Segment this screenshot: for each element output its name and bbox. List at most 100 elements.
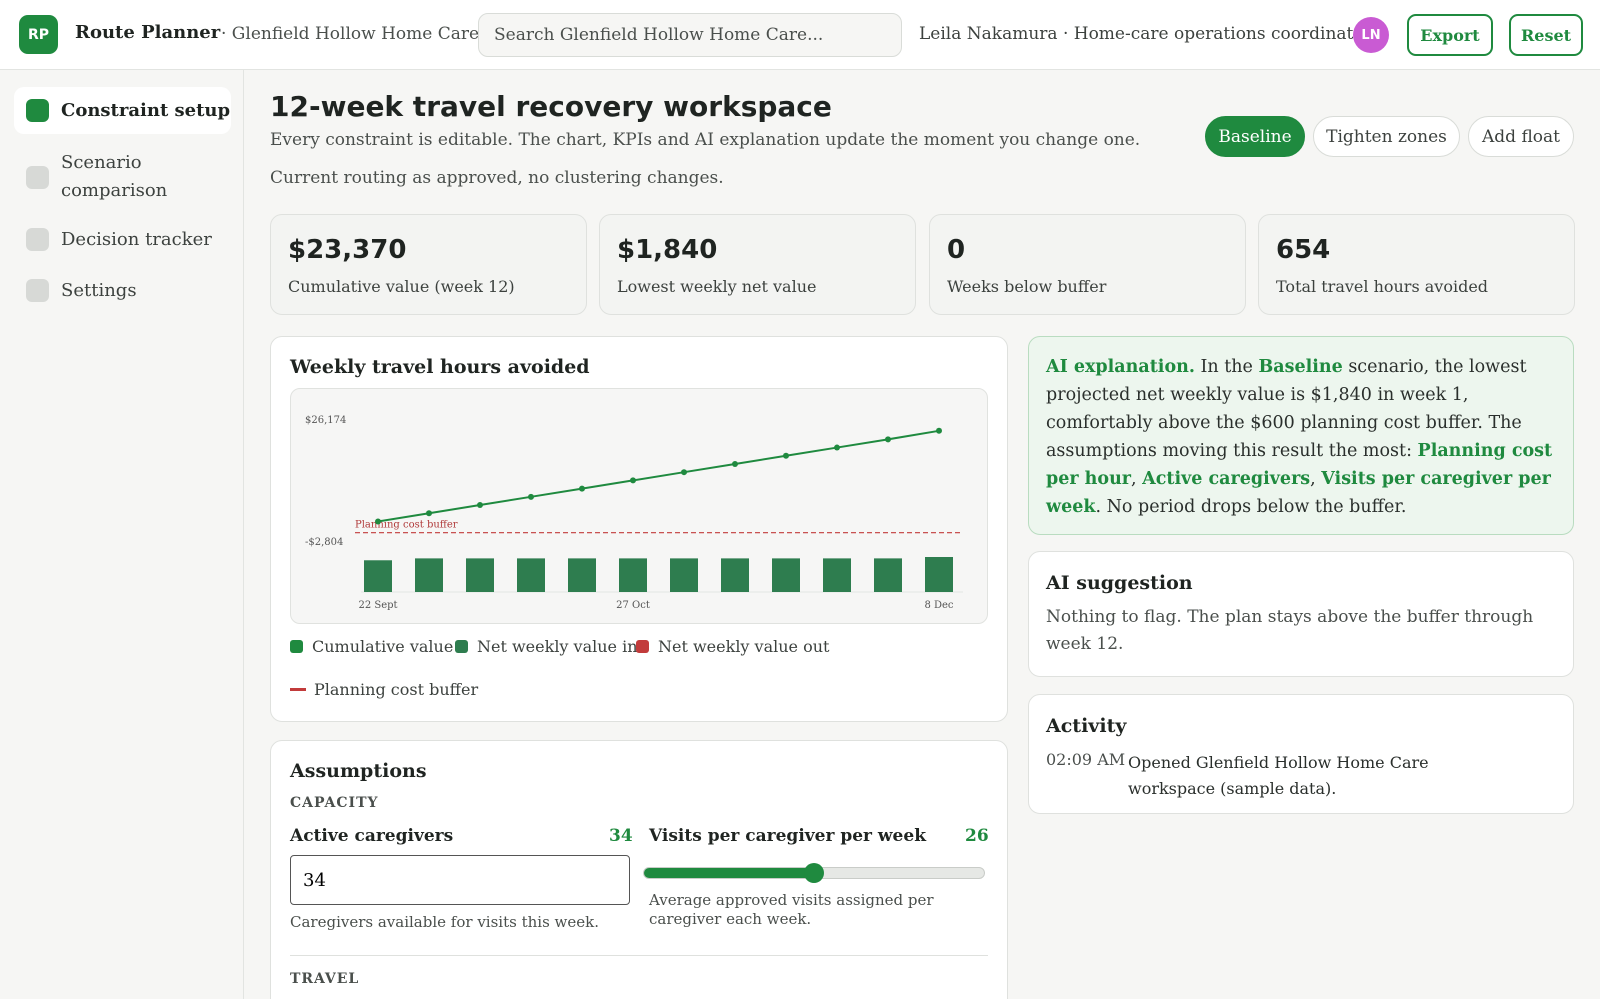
kpi-label: Lowest weekly net value — [617, 277, 817, 296]
ai-explanation-lead: AI explanation. — [1046, 357, 1195, 377]
cumulative-point — [783, 452, 789, 459]
legend-net-out: Net weekly value out — [636, 637, 829, 656]
slider-fill — [644, 868, 814, 878]
y-tick-label: -$2,804 — [305, 537, 343, 548]
kpi-card: $23,370 Cumulative value (week 12) — [270, 214, 587, 315]
x-tick-label: 22 Sept — [358, 600, 397, 611]
active-caregivers-help: Caregivers available for visits this wee… — [290, 913, 599, 931]
legend-label: Planning cost buffer — [314, 680, 479, 699]
bar-net-weekly-in — [721, 558, 749, 592]
ai-text-segment: scenario, the lowest projected net weekl… — [1046, 357, 1527, 461]
activity-text: Opened Glenfield Hollow Home Care worksp… — [1128, 753, 1429, 798]
bar-net-weekly-in — [415, 558, 443, 592]
bar-net-weekly-in — [823, 558, 851, 592]
assumptions-card: Assumptions CAPACITY Active caregivers 3… — [270, 740, 1008, 999]
ai-text-segment: . No period drops below the buffer. — [1095, 497, 1407, 517]
sidebar-item-decision-tracker[interactable]: Decision tracker — [14, 216, 231, 263]
reset-button[interactable]: Reset — [1509, 14, 1583, 56]
bar-net-weekly-in — [517, 558, 545, 592]
legend-swatch — [636, 640, 649, 653]
kpi-label: Total travel hours avoided — [1276, 277, 1489, 296]
page-subtitle: Every constraint is editable. The chart,… — [270, 130, 1141, 150]
sidebar: Constraint setup Scenario comparison Dec… — [0, 70, 244, 999]
ai-text-segment: , — [1310, 469, 1322, 489]
cumulative-point — [936, 427, 942, 434]
scenario-comparison-icon — [26, 165, 49, 189]
kpi-card: 654 Total travel hours avoided — [1258, 214, 1575, 315]
assumptions-title: Assumptions — [290, 760, 427, 782]
slider-thumb[interactable] — [804, 863, 824, 883]
scenario-link[interactable]: Baseline — [1258, 357, 1343, 377]
kpi-value: 0 — [947, 235, 966, 265]
app-logo: RP — [19, 15, 58, 54]
visits-per-caregiver-label: Visits per caregiver per week — [649, 826, 926, 846]
page-title: 12-week travel recovery workspace — [270, 90, 832, 123]
scenario-baseline-button[interactable]: Baseline — [1205, 116, 1305, 157]
cumulative-point — [528, 493, 534, 500]
avatar[interactable]: LN — [1353, 17, 1389, 53]
chart-title: Weekly travel hours avoided — [290, 356, 590, 378]
sidebar-item-settings[interactable]: Settings — [14, 267, 231, 314]
divider — [290, 955, 988, 956]
active-caregivers-value: 34 — [609, 826, 633, 846]
kpi-value: $1,840 — [617, 235, 718, 265]
legend-label: Net weekly value out — [658, 637, 830, 656]
activity-card: Activity 02:09 AM Opened Glenfield Hollo… — [1028, 694, 1574, 814]
chart: $26,174 -$2,804 Planning cost buffer 22 Sep… — [305, 415, 963, 611]
legend-line — [290, 688, 306, 691]
sidebar-item-scenario-comparison[interactable]: Scenario comparison — [14, 146, 204, 208]
cumulative-point — [681, 469, 687, 476]
visits-per-caregiver-help: Average approved visits assigned per car… — [649, 891, 934, 928]
visits-per-caregiver-value: 26 — [965, 826, 989, 846]
kpi-value: $23,370 — [288, 235, 407, 265]
kpi-value: 654 — [1276, 235, 1331, 265]
chart-frame: $26,174 -$2,804 Planning cost buffer 22 Sep… — [290, 388, 988, 624]
settings-icon — [26, 279, 49, 302]
legend-swatch — [290, 640, 303, 653]
cumulative-point — [426, 510, 432, 517]
kpi-label: Weeks below buffer — [947, 277, 1107, 296]
buffer-label: Planning cost buffer — [355, 520, 458, 531]
bar-net-weekly-in — [619, 558, 647, 592]
active-caregivers-label: Active caregivers — [290, 826, 454, 846]
travel-section-label: TRAVEL — [290, 971, 360, 987]
search-input[interactable] — [478, 13, 902, 57]
legend-swatch — [455, 640, 468, 653]
x-tick-label: 8 Dec — [924, 600, 953, 611]
kpi-label: Cumulative value (week 12) — [288, 277, 515, 296]
assumption-link[interactable]: Planning cost per hour — [1046, 441, 1553, 489]
ai-suggestion-card: AI suggestion Nothing to flag. The plan … — [1028, 551, 1574, 677]
ai-suggestion-title: AI suggestion — [1046, 572, 1193, 594]
app-name: Route Planner — [75, 22, 221, 43]
kpi-card: 0 Weeks below buffer — [929, 214, 1246, 315]
assumption-link[interactable]: Visits per caregiver per week — [1046, 469, 1551, 517]
legend-net-in: Net weekly value in — [455, 637, 638, 656]
cumulative-point — [375, 518, 381, 525]
bar-net-weekly-in — [568, 558, 596, 592]
organization-name: · Glenfield Hollow Home Care — [221, 24, 480, 44]
bar-net-weekly-in — [874, 558, 902, 592]
scenario-tighten-zones-button[interactable]: Tighten zones — [1313, 116, 1460, 157]
export-button[interactable]: Export — [1407, 14, 1493, 56]
y-tick-label: $26,174 — [305, 415, 346, 426]
active-caregivers-input[interactable] — [290, 855, 630, 905]
visits-per-caregiver-slider[interactable] — [643, 863, 985, 883]
user-label: Leila Nakamura · Home-care operations co… — [919, 24, 1372, 44]
chart-card: Weekly travel hours avoided $26,174 -$2,8… — [270, 336, 1008, 722]
ai-text-segment: In the — [1194, 357, 1259, 377]
bar-net-weekly-in — [670, 558, 698, 592]
scenario-note: Current routing as approved, no clusteri… — [270, 168, 724, 188]
ai-text-segment: , — [1131, 469, 1143, 489]
capacity-section-label: CAPACITY — [290, 795, 379, 811]
assumption-link[interactable]: Active caregivers — [1142, 469, 1311, 489]
ai-explanation-card: AI explanation. In the Baseline scenario… — [1028, 336, 1574, 535]
scenario-add-float-button[interactable]: Add float — [1468, 116, 1574, 157]
cumulative-point — [579, 485, 585, 492]
sidebar-item-label: Settings — [61, 279, 137, 301]
sidebar-item-label: Scenario comparison — [61, 152, 168, 201]
ai-suggestion-text: Nothing to flag. The plan stays above th… — [1046, 607, 1534, 654]
bar-net-weekly-in — [466, 558, 494, 592]
cumulative-point — [834, 444, 840, 451]
sidebar-item-constraint-setup[interactable]: Constraint setup — [14, 87, 231, 134]
ai-explanation-text: AI explanation. In the Baseline scenario… — [1046, 353, 1556, 521]
